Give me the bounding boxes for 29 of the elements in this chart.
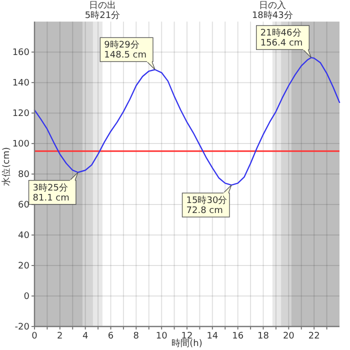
x-tick-label: 0 bbox=[32, 332, 38, 342]
x-tick-label: 16 bbox=[232, 332, 244, 342]
y-tick-label: 20 bbox=[18, 262, 30, 272]
y-tick-label: -20 bbox=[14, 322, 30, 332]
annotation: 21時46分 156.4 cm bbox=[260, 28, 303, 49]
annotation: 15時30分 72.8 cm bbox=[186, 195, 228, 216]
annotation: 3時25分 81.1 cm bbox=[32, 182, 70, 204]
x-tick-label: 2 bbox=[57, 332, 63, 342]
y-axis-title: 水位(cm) bbox=[1, 147, 12, 186]
x-tick-label: 8 bbox=[133, 332, 140, 342]
y-tick-label: 140 bbox=[12, 78, 30, 89]
x-tick-label: 4 bbox=[82, 332, 88, 342]
y-tick-label: 100 bbox=[12, 140, 30, 150]
y-tick-label: 80 bbox=[18, 170, 30, 180]
y-tick-label: 120 bbox=[12, 109, 30, 120]
x-tick-label: 10 bbox=[156, 332, 168, 342]
x-tick-label: 20 bbox=[282, 332, 295, 342]
band-label: 日の出 5時21分 bbox=[84, 0, 120, 21]
annotation: 9時29分 148.5 cm bbox=[104, 40, 147, 61]
y-tick-label: 0 bbox=[24, 292, 30, 302]
x-tick-label: 6 bbox=[108, 332, 114, 342]
band-label: 日の入 18時43分 bbox=[252, 0, 293, 21]
x-axis-title: 時間(h) bbox=[172, 338, 202, 349]
y-tick-label: 60 bbox=[18, 200, 30, 211]
x-tick-label: 18 bbox=[258, 332, 270, 342]
x-tick-label: 22 bbox=[308, 332, 320, 342]
y-tick-label: 160 bbox=[12, 48, 30, 58]
y-tick-label: 40 bbox=[18, 231, 30, 242]
x-tick-label: 14 bbox=[206, 332, 218, 342]
